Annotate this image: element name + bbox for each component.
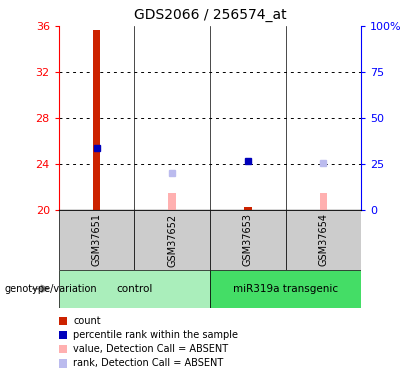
Bar <box>134 210 210 270</box>
Title: GDS2066 / 256574_at: GDS2066 / 256574_at <box>134 9 286 22</box>
Text: GSM37651: GSM37651 <box>92 213 102 267</box>
Bar <box>59 210 134 270</box>
Text: value, Detection Call = ABSENT: value, Detection Call = ABSENT <box>74 344 228 354</box>
Bar <box>210 270 361 308</box>
Text: percentile rank within the sample: percentile rank within the sample <box>74 330 239 340</box>
Bar <box>168 193 176 210</box>
Text: GSM37654: GSM37654 <box>318 213 328 267</box>
Bar <box>244 207 252 210</box>
Text: miR319a transgenic: miR319a transgenic <box>233 284 338 294</box>
Text: genotype/variation: genotype/variation <box>4 284 97 294</box>
Bar <box>286 210 361 270</box>
Text: control: control <box>116 284 152 294</box>
Bar <box>210 210 286 270</box>
Bar <box>320 193 327 210</box>
Text: rank, Detection Call = ABSENT: rank, Detection Call = ABSENT <box>74 358 223 368</box>
Text: GSM37653: GSM37653 <box>243 213 253 267</box>
Text: count: count <box>74 316 101 326</box>
Text: GSM37652: GSM37652 <box>167 213 177 267</box>
Bar <box>93 30 100 210</box>
Bar <box>59 270 210 308</box>
